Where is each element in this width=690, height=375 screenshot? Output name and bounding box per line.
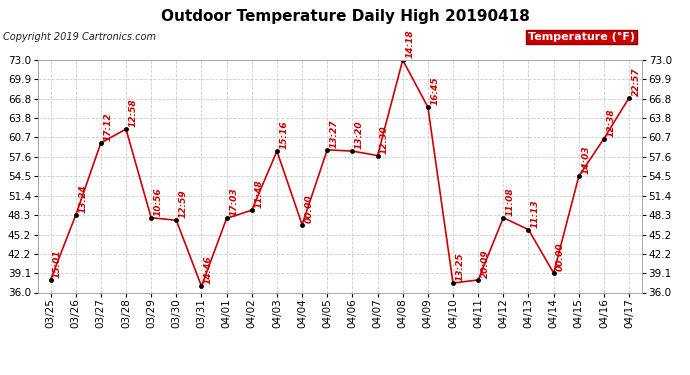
Text: 17:03: 17:03 (229, 188, 238, 216)
Text: 00:00: 00:00 (304, 194, 314, 223)
Text: 15:01: 15:01 (53, 249, 62, 278)
Text: 00:00: 00:00 (556, 243, 565, 271)
Text: 13:25: 13:25 (455, 253, 464, 281)
Text: 11:48: 11:48 (255, 180, 264, 208)
Text: 12:58: 12:58 (128, 99, 137, 127)
Text: 10:56: 10:56 (154, 187, 163, 216)
Text: 11:13: 11:13 (531, 199, 540, 228)
Text: 14:18: 14:18 (405, 30, 414, 58)
Text: 13:24: 13:24 (78, 185, 87, 213)
Text: 13:20: 13:20 (355, 121, 364, 149)
Text: 22:57: 22:57 (631, 67, 640, 96)
Text: Outdoor Temperature Daily High 20190418: Outdoor Temperature Daily High 20190418 (161, 9, 529, 24)
Text: 15:16: 15:16 (279, 121, 288, 149)
Text: Copyright 2019 Cartronics.com: Copyright 2019 Cartronics.com (3, 32, 157, 42)
Text: 14:46: 14:46 (204, 256, 213, 284)
Text: 20:09: 20:09 (481, 249, 490, 278)
Text: 12:38: 12:38 (607, 108, 615, 136)
Text: 12:59: 12:59 (179, 190, 188, 218)
Text: 13:27: 13:27 (330, 119, 339, 148)
Text: 11:08: 11:08 (506, 187, 515, 216)
Text: Temperature (°F): Temperature (°F) (528, 32, 635, 42)
Text: 16:45: 16:45 (431, 76, 440, 105)
Text: 12:30: 12:30 (380, 125, 389, 154)
Text: 14:03: 14:03 (581, 146, 591, 174)
Text: 17:12: 17:12 (104, 112, 112, 141)
